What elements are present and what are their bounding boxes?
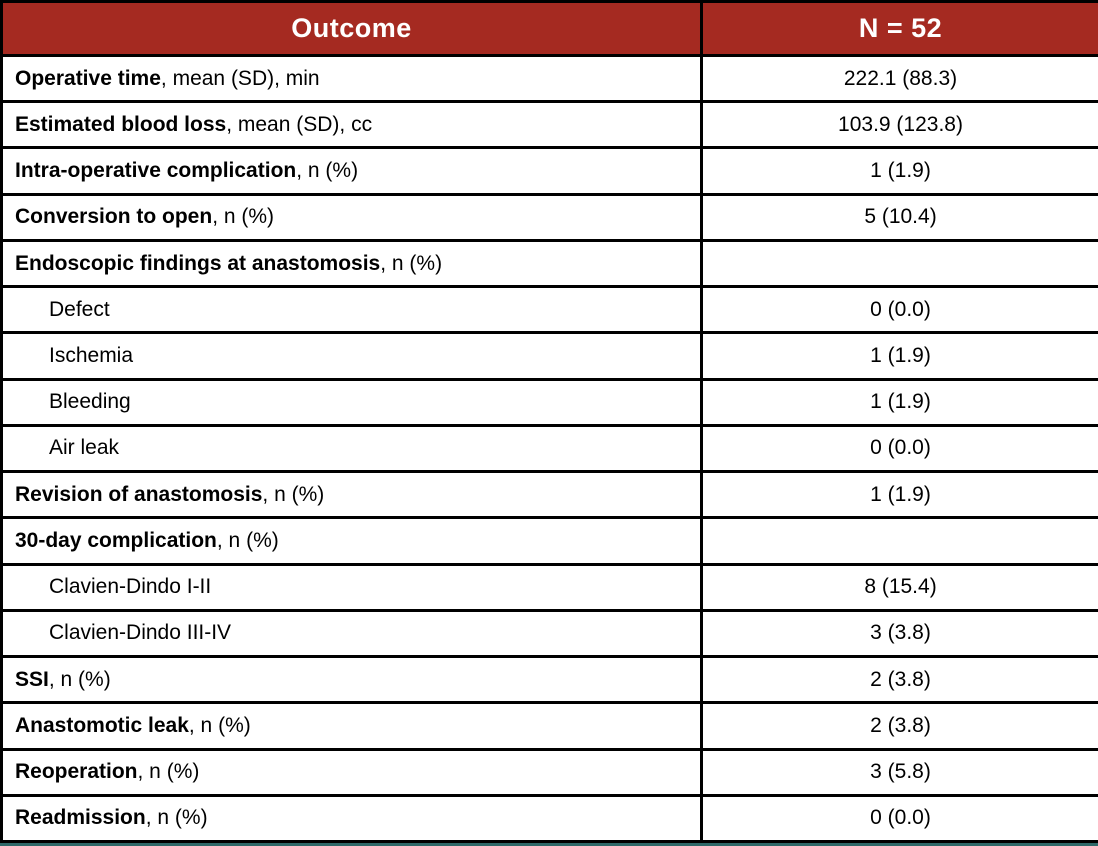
row-label-rest: Bleeding: [49, 390, 131, 414]
table-row: Conversion to open, n (%) 5 (10.4): [0, 192, 1098, 242]
row-label-rest: , mean (SD), cc: [226, 112, 373, 136]
row-label-rest: , n (%): [188, 713, 251, 737]
row-label-rest: Clavien-Dindo III-IV: [49, 621, 232, 645]
table-row: Air leak 0 (0.0): [0, 423, 1098, 474]
row-value-cell: 3 (3.8): [700, 608, 1098, 659]
row-value-cell: 5 (10.4): [700, 192, 1098, 242]
row-label-rest: , n (%): [296, 159, 359, 183]
row-label-bold: Conversion to open: [15, 205, 213, 229]
row-label-cell: Conversion to open, n (%): [0, 192, 703, 242]
row-value-cell: 0 (0.0): [700, 793, 1098, 844]
row-label-bold: SSI: [15, 667, 49, 691]
row-label-cell: Clavien-Dindo III-IV: [0, 608, 703, 659]
row-label-rest: Ischemia: [49, 344, 134, 368]
row-value-cell: 8 (15.4): [700, 562, 1098, 612]
row-label-bold: Revision of anastomosis: [15, 482, 263, 506]
row-label-rest: , n (%): [145, 806, 208, 830]
row-value-cell: [700, 238, 1098, 289]
header-outcome: Outcome: [0, 0, 703, 57]
row-label-cell: 30-day complication, n (%): [0, 516, 703, 566]
row-label-bold: Anastomotic leak: [15, 713, 189, 737]
row-label-cell: Bleeding: [0, 377, 703, 427]
table-row: 30-day complication, n (%): [0, 516, 1098, 566]
row-label-bold: Endoscopic findings at anastomosis: [15, 251, 381, 275]
row-label-bold: Readmission: [15, 806, 146, 830]
row-value-cell: 2 (3.8): [700, 701, 1098, 751]
table-row: Ischemia 1 (1.9): [0, 331, 1098, 381]
row-label-cell: Defect: [0, 285, 703, 335]
row-label-rest: , n (%): [137, 760, 200, 784]
row-label-rest: , n (%): [212, 205, 275, 229]
table-row: Estimated blood loss, mean (SD), cc 103.…: [0, 100, 1098, 150]
row-label-cell: Endoscopic findings at anastomosis, n (%…: [0, 238, 703, 289]
table-row: Clavien-Dindo III-IV 3 (3.8): [0, 608, 1098, 659]
row-label-rest: Air leak: [49, 436, 120, 460]
row-label-bold: Intra-operative complication: [15, 159, 297, 183]
table-row: Endoscopic findings at anastomosis, n (%…: [0, 238, 1098, 289]
table-row: Clavien-Dindo I-II 8 (15.4): [0, 562, 1098, 612]
table-row: Reoperation, n (%) 3 (5.8): [0, 747, 1098, 797]
row-label-cell: Revision of anastomosis, n (%): [0, 470, 703, 520]
row-value-cell: 2 (3.8): [700, 655, 1098, 705]
header-n: N = 52: [700, 0, 1098, 57]
row-label-rest: , n (%): [262, 482, 325, 506]
row-value-cell: 1 (1.9): [700, 146, 1098, 196]
table-row: Defect 0 (0.0): [0, 285, 1098, 335]
row-label-cell: Operative time, mean (SD), min: [0, 53, 703, 104]
table-row: Bleeding 1 (1.9): [0, 377, 1098, 427]
row-value-cell: 103.9 (123.8): [700, 100, 1098, 150]
row-label-cell: Clavien-Dindo I-II: [0, 562, 703, 612]
row-label-bold: Reoperation: [15, 760, 138, 784]
row-value-cell: [700, 516, 1098, 566]
row-label-bold: Estimated blood loss: [15, 112, 227, 136]
row-value-cell: 1 (1.9): [700, 377, 1098, 427]
row-label-bold: Operative time: [15, 66, 161, 90]
table-row: Operative time, mean (SD), min 222.1 (88…: [0, 53, 1098, 104]
row-label-cell: Estimated blood loss, mean (SD), cc: [0, 100, 703, 150]
row-label-rest: Defect: [49, 297, 110, 321]
row-label-rest: , mean (SD), min: [160, 66, 320, 90]
row-value-cell: 3 (5.8): [700, 747, 1098, 797]
table-row: Revision of anastomosis, n (%) 1 (1.9): [0, 470, 1098, 520]
row-label-rest: , n (%): [48, 667, 111, 691]
row-label-cell: Intra-operative complication, n (%): [0, 146, 703, 196]
table-row: SSI, n (%) 2 (3.8): [0, 655, 1098, 705]
row-value-cell: 0 (0.0): [700, 423, 1098, 474]
table-row: Readmission, n (%) 0 (0.0): [0, 793, 1098, 844]
row-value-cell: 1 (1.9): [700, 331, 1098, 381]
row-label-rest: Clavien-Dindo I-II: [49, 575, 212, 599]
row-label-rest: , n (%): [216, 528, 279, 552]
row-label-cell: SSI, n (%): [0, 655, 703, 705]
row-label-cell: Ischemia: [0, 331, 703, 381]
row-value-cell: 222.1 (88.3): [700, 53, 1098, 104]
table-row: Intra-operative complication, n (%) 1 (1…: [0, 146, 1098, 196]
row-label-rest: , n (%): [380, 251, 443, 275]
row-label-bold: 30-day complication: [15, 528, 217, 552]
row-label-cell: Readmission, n (%): [0, 793, 703, 844]
row-value-cell: 0 (0.0): [700, 285, 1098, 335]
row-label-cell: Anastomotic leak, n (%): [0, 701, 703, 751]
header-row: Outcome N = 52: [0, 0, 1098, 57]
row-label-cell: Air leak: [0, 423, 703, 474]
table-row: Anastomotic leak, n (%) 2 (3.8): [0, 701, 1098, 751]
row-label-cell: Reoperation, n (%): [0, 747, 703, 797]
row-value-cell: 1 (1.9): [700, 470, 1098, 520]
